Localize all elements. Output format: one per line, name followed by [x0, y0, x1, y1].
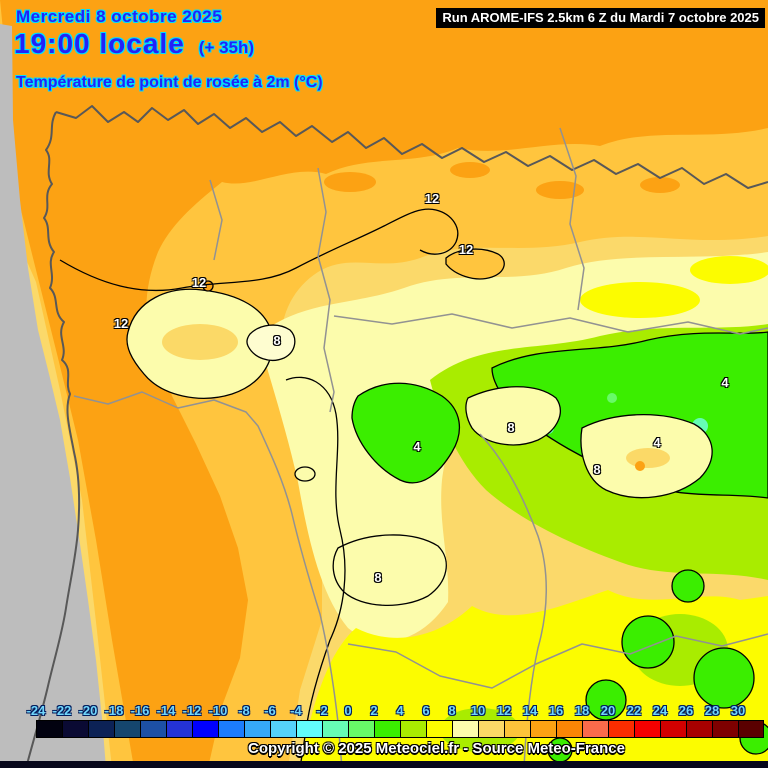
scale-tick-label: 24	[652, 703, 668, 718]
scale-tick-label: -20	[78, 703, 98, 718]
scale-color-cell	[348, 720, 374, 738]
contour-value-label: 8	[273, 332, 281, 348]
scale-color-cell	[686, 720, 712, 738]
scale-color-cell	[218, 720, 244, 738]
scale-tick-label: -4	[290, 703, 302, 718]
scale-color-cell	[88, 720, 114, 738]
scale-tick-label: -24	[26, 703, 46, 718]
model-run-info: Run AROME-IFS 2.5km 6 Z du Mardi 7 octob…	[436, 8, 765, 28]
scale-tick-label: 6	[422, 703, 430, 718]
scale-color-cell	[504, 720, 530, 738]
scale-color-cell	[634, 720, 660, 738]
scale-tick-label: 16	[548, 703, 564, 718]
scale-color-cell	[478, 720, 504, 738]
scale-tick-label: -2	[316, 703, 328, 718]
scale-tick-label: 8	[448, 703, 456, 718]
scale-color-cell	[374, 720, 400, 738]
scale-tick-label: -22	[52, 703, 72, 718]
bottom-edge-strip	[0, 761, 768, 768]
parameter-title: Température de point de rosée à 2m (°C)	[16, 74, 323, 91]
scale-tick-label: -12	[182, 703, 202, 718]
scale-color-cell	[738, 720, 764, 738]
scale-color-cell	[114, 720, 140, 738]
scale-color-cell	[270, 720, 296, 738]
scale-color-cell	[192, 720, 218, 738]
contour-value-label: 4	[413, 438, 421, 454]
scale-tick-label: -8	[238, 703, 250, 718]
scale-tick-label: 2	[370, 703, 378, 718]
color-scale-bar	[36, 720, 764, 738]
scale-tick-label: 10	[470, 703, 486, 718]
scale-color-cell	[296, 720, 322, 738]
scale-color-cell	[36, 720, 62, 738]
map-contours	[59, 208, 713, 768]
scale-tick-label: -14	[156, 703, 176, 718]
scale-tick-label: 26	[678, 703, 694, 718]
copyright-notice: Copyright © 2025 Meteociel.fr - Source M…	[248, 740, 625, 757]
contour-value-label: 4	[653, 434, 661, 450]
scale-color-cell	[660, 720, 686, 738]
contour-value-label: 12	[113, 315, 129, 331]
scale-tick-label: 20	[600, 703, 616, 718]
contour-value-label: 8	[374, 569, 382, 585]
scale-color-cell	[322, 720, 348, 738]
scale-color-cell	[244, 720, 270, 738]
contour-value-label: 8	[593, 461, 601, 477]
contour-value-label: 12	[191, 274, 207, 290]
scale-color-cell	[582, 720, 608, 738]
scale-tick-label: 0	[344, 703, 352, 718]
forecast-time: 19:00 locale	[14, 28, 185, 59]
contour-value-label: 8	[507, 419, 515, 435]
scale-color-cell	[712, 720, 738, 738]
scale-tick-label: -16	[130, 703, 150, 718]
contour-value-label: 12	[424, 190, 440, 206]
scale-tick-label: 22	[626, 703, 642, 718]
scale-color-cell	[530, 720, 556, 738]
scale-color-cell	[608, 720, 634, 738]
forecast-time-row: 19:00 locale (+ 35h)	[14, 28, 254, 60]
scale-color-cell	[166, 720, 192, 738]
contour-value-label: 12	[458, 241, 474, 257]
scale-tick-label: 4	[396, 703, 404, 718]
scale-tick-label: 30	[730, 703, 746, 718]
scale-tick-label: 14	[522, 703, 538, 718]
coastline	[25, 105, 768, 768]
scale-tick-label: 12	[496, 703, 512, 718]
scale-color-cell	[556, 720, 582, 738]
scale-tick-label: -6	[264, 703, 276, 718]
contour-value-label: 4	[721, 374, 729, 390]
scale-color-cell	[140, 720, 166, 738]
color-scale-tick-labels: -24 -22 -20 -18 -16 -14 -12 -10 -8 -6 -4 -2 0 2 4 6 8 10 1…	[0, 703, 768, 718]
scale-tick-label: 28	[704, 703, 720, 718]
sea-outside-domain	[0, 24, 106, 768]
admin-borders	[73, 127, 768, 768]
forecast-offset: (+ 35h)	[198, 38, 255, 57]
scale-color-cell	[400, 720, 426, 738]
scale-tick-label: -10	[208, 703, 228, 718]
scale-color-cell	[62, 720, 88, 738]
scale-color-cell	[452, 720, 478, 738]
scale-color-cell	[426, 720, 452, 738]
scale-tick-label: 18	[574, 703, 590, 718]
scale-tick-label: -18	[104, 703, 124, 718]
forecast-date: Mercredi 8 octobre 2025	[16, 7, 223, 26]
